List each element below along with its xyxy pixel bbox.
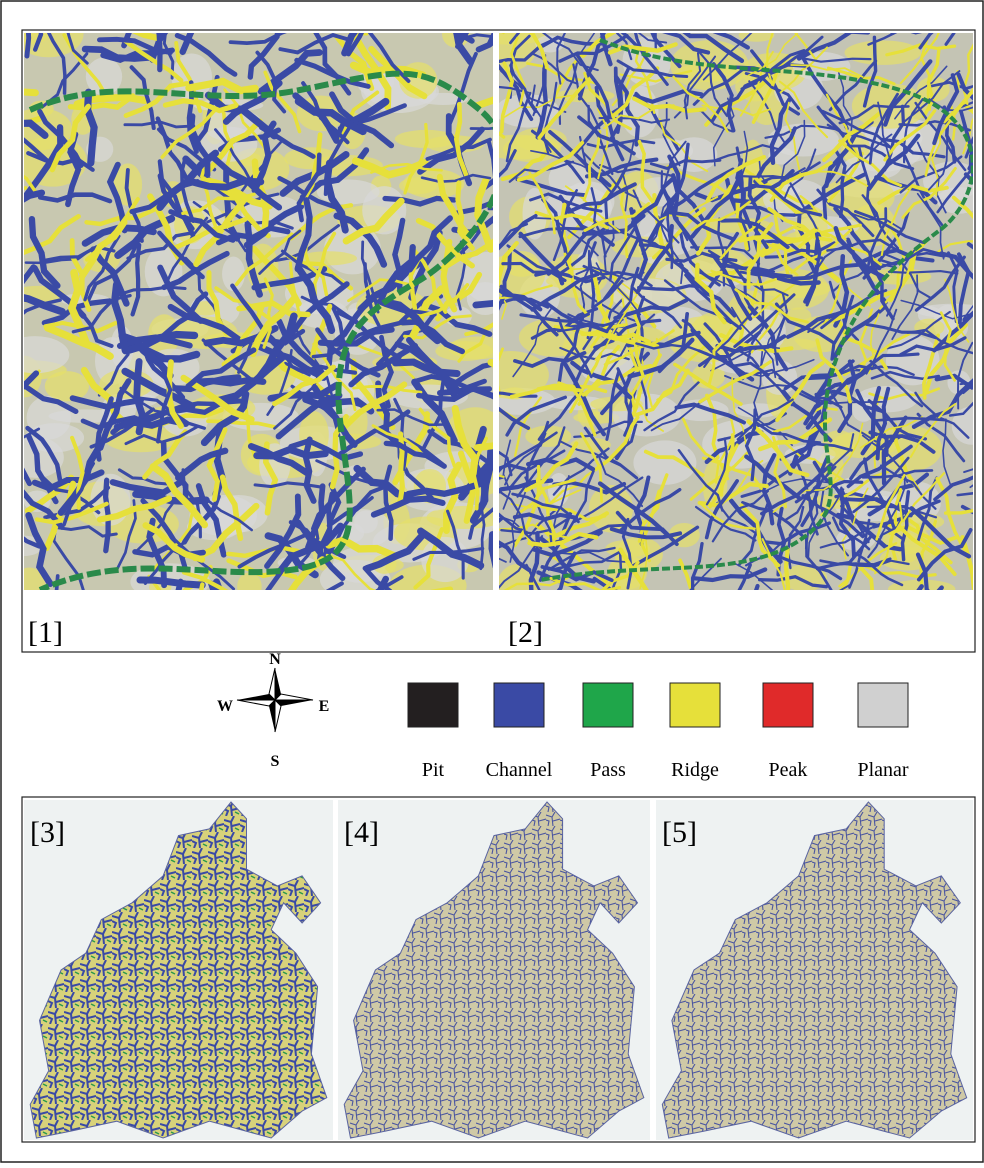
compass-label: W xyxy=(217,698,233,715)
legend-label: Peak xyxy=(769,759,808,781)
panel-label: [1] xyxy=(28,616,63,649)
legend-swatch xyxy=(670,683,720,727)
legend-label: Planar xyxy=(857,759,908,781)
compass-label: E xyxy=(319,698,330,715)
texture xyxy=(671,137,718,172)
legend-swatch xyxy=(408,683,458,727)
panel-label: [4] xyxy=(344,816,379,849)
legend-label: Pass xyxy=(590,759,626,781)
figure: [1] [2] N S E W Pit Channel Pass Ridge Peak P… xyxy=(0,0,984,1163)
legend-label: Pit xyxy=(422,759,445,781)
texture xyxy=(845,40,921,64)
legend-swatch xyxy=(583,683,633,727)
compass-label: S xyxy=(271,753,280,770)
panel-label: [2] xyxy=(508,616,543,649)
legend-label: Channel xyxy=(486,759,553,781)
panel-label: [3] xyxy=(30,816,65,849)
legend-swatch xyxy=(858,683,908,727)
legend-label: Ridge xyxy=(671,759,719,781)
compass-label: N xyxy=(269,651,281,668)
map-image xyxy=(433,0,984,653)
legend-swatch xyxy=(763,683,813,727)
texture xyxy=(45,371,89,401)
map-image xyxy=(0,0,560,651)
bottom-maps: [3] [4] [5] xyxy=(24,800,973,1140)
panel-label: [5] xyxy=(662,816,697,849)
legend-swatch xyxy=(494,683,544,727)
